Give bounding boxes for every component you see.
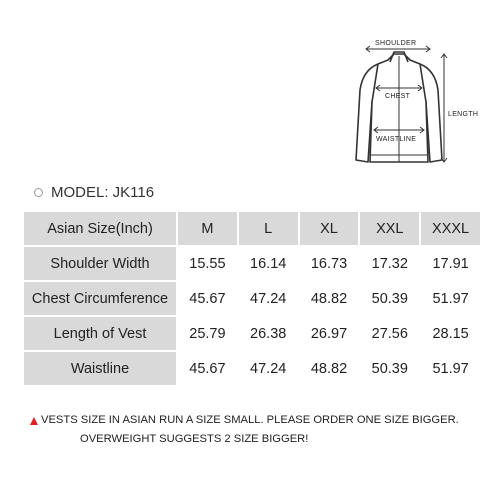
table-header-row: Asian Size(Inch) M L XL XXL XXXL	[24, 212, 480, 245]
shoulder-arrow	[365, 45, 431, 53]
table-cell: 17.32	[360, 247, 420, 280]
row-label-length-of-vest: Length of Vest	[24, 317, 176, 350]
table-cell: 27.56	[360, 317, 420, 350]
table-cell: 45.67	[178, 352, 237, 385]
table-row: Shoulder Width 15.55 16.14 16.73 17.32 1…	[24, 247, 480, 280]
row-label-waistline: Waistline	[24, 352, 176, 385]
table-cell: 45.67	[178, 282, 237, 315]
table-cell: 15.55	[178, 247, 237, 280]
table-cell: 16.14	[238, 247, 298, 280]
model-text: MODEL: JK116	[51, 184, 155, 201]
size-header-xxl: XXL	[360, 212, 420, 245]
table-cell: 47.24	[238, 282, 298, 315]
chest-label: CHEST	[385, 93, 411, 100]
size-header-xl: XL	[299, 212, 359, 245]
table-row: Length of Vest 25.79 26.38 26.97 27.56 2…	[24, 317, 480, 350]
note-text-1: VESTS SIZE IN ASIAN RUN A SIZE SMALL. PL…	[41, 414, 459, 426]
table-row: Chest Circumference 45.67 47.24 48.82 50…	[24, 282, 480, 315]
size-chart-table: Asian Size(Inch) M L XL XXL XXXL Shoulde…	[22, 210, 482, 387]
row-label-chest-circumference: Chest Circumference	[24, 282, 176, 315]
table-cell: 26.97	[299, 317, 359, 350]
shoulder-label: SHOULDER	[375, 40, 416, 47]
table-cell: 47.24	[238, 352, 298, 385]
table-cell: 50.39	[360, 282, 420, 315]
chest-arrow	[375, 84, 423, 92]
length-label: LENGTH	[448, 111, 478, 118]
size-note: VESTS SIZE IN ASIAN RUN A SIZE SMALL. PL…	[30, 411, 470, 449]
table-cell: 26.38	[238, 317, 298, 350]
row-label-shoulder-width: Shoulder Width	[24, 247, 176, 280]
vest-body	[355, 51, 443, 163]
note-line-1: VESTS SIZE IN ASIAN RUN A SIZE SMALL. PL…	[30, 411, 470, 430]
table-row: Waistline 45.67 47.24 48.82 50.39 51.97	[24, 352, 480, 385]
model-line: MODEL: JK116	[34, 184, 154, 201]
table-cell: 48.82	[299, 282, 359, 315]
table-cell: 48.82	[299, 352, 359, 385]
waistline-arrow	[373, 126, 425, 134]
table-cell: 51.97	[421, 282, 480, 315]
size-header-xxxl: XXXL	[421, 212, 480, 245]
vest-outline-illustration: SHOULDER CHEST WAI	[355, 40, 478, 163]
warning-triangle-icon	[30, 416, 38, 425]
size-header-m: M	[178, 212, 237, 245]
table-cell: 17.91	[421, 247, 480, 280]
size-header-l: L	[238, 212, 298, 245]
table-cell: 16.73	[299, 247, 359, 280]
table-cell: 51.97	[421, 352, 480, 385]
table-cell: 28.15	[421, 317, 480, 350]
waistline-label: WAISTLINE	[376, 136, 416, 143]
table-cell: 50.39	[360, 352, 420, 385]
length-arrow	[440, 53, 448, 163]
vest-size-diagram: SHOULDER CHEST WAI	[330, 30, 490, 180]
table-cell: 25.79	[178, 317, 237, 350]
header-label: Asian Size(Inch)	[24, 212, 176, 245]
note-line-2: OVERWEIGHT SUGGESTS 2 SIZE BIGGER!	[80, 433, 309, 445]
circle-bullet-icon	[34, 188, 43, 197]
